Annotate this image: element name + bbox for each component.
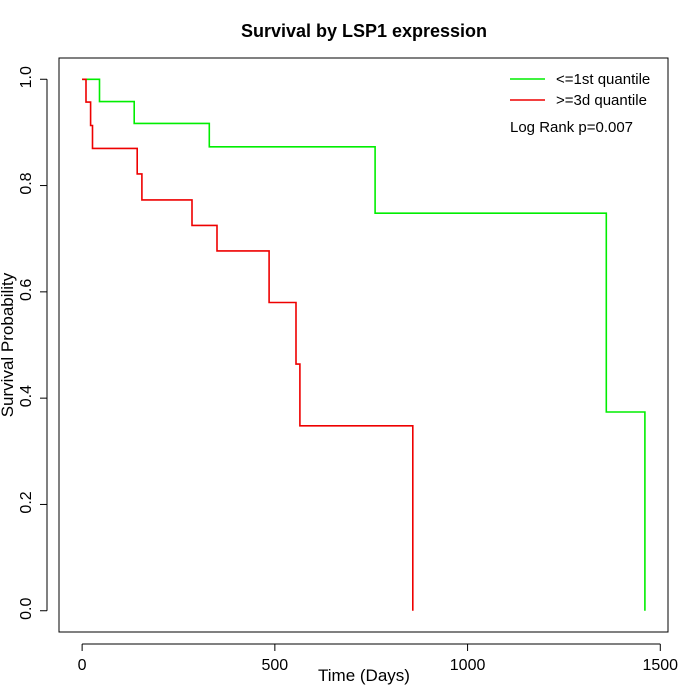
survival-curve-series-2 bbox=[82, 78, 414, 611]
log-rank-annotation: Log Rank p=0.007 bbox=[510, 119, 633, 136]
x-tick-label: 500 bbox=[261, 657, 288, 674]
chart-title: Survival by LSP1 expression bbox=[241, 21, 487, 41]
x-tick-label: 1000 bbox=[450, 657, 486, 674]
x-axis: 0 500 1000 1500 bbox=[78, 643, 678, 674]
survival-curves bbox=[82, 78, 646, 611]
y-tick-label: 0.2 bbox=[18, 491, 35, 513]
y-axis-label: Survival Probability bbox=[0, 272, 17, 417]
y-tick-label: 0.4 bbox=[18, 385, 35, 407]
legend-label: >=3d quantile bbox=[556, 92, 647, 109]
plot-frame bbox=[58, 57, 669, 633]
legend-label: <=1st quantile bbox=[556, 71, 650, 88]
survival-curve-series-1 bbox=[82, 78, 646, 611]
y-axis: 0.0 0.2 0.4 0.6 0.8 1.0 bbox=[18, 66, 48, 620]
y-tick-label: 0.0 bbox=[18, 598, 35, 620]
x-axis-label: Time (Days) bbox=[318, 666, 410, 685]
legend: <=1st quantile >=3d quantile bbox=[510, 71, 650, 109]
y-tick-label: 1.0 bbox=[18, 66, 35, 88]
y-tick-label: 0.8 bbox=[18, 172, 35, 194]
y-tick-label: 0.6 bbox=[18, 279, 35, 301]
x-tick-label: 0 bbox=[78, 657, 87, 674]
x-tick-label: 1500 bbox=[642, 657, 678, 674]
